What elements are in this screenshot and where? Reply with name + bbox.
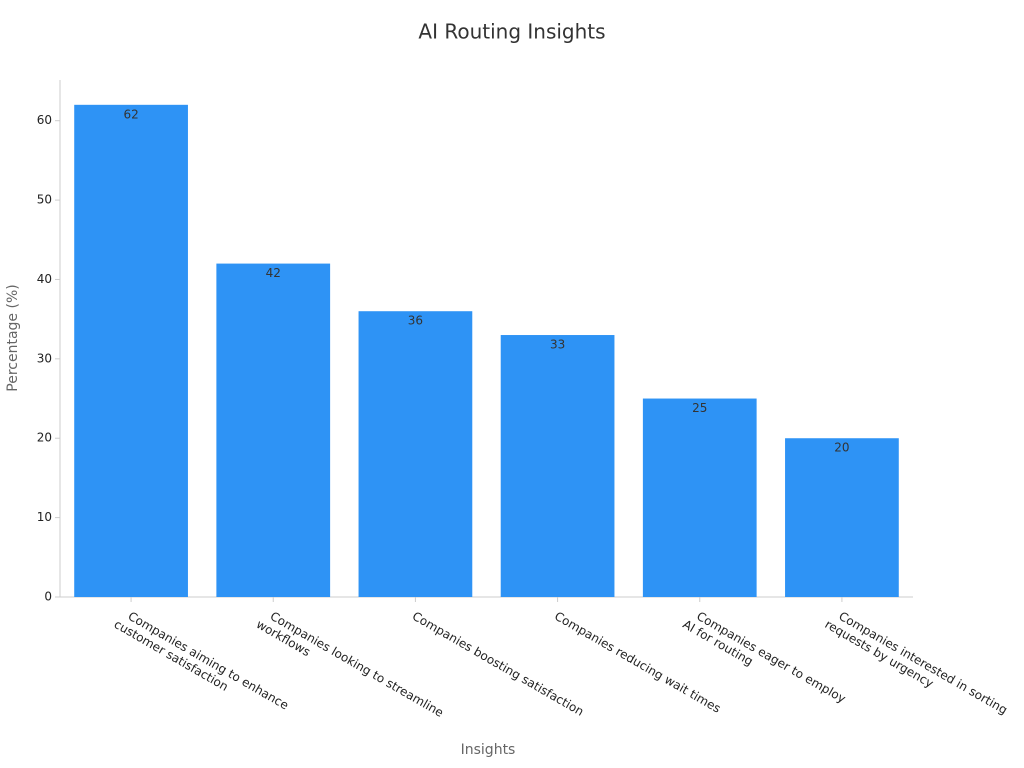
value-label: 33 bbox=[550, 338, 565, 352]
bar bbox=[358, 311, 473, 597]
bar bbox=[500, 335, 615, 597]
y-tick-label: 10 bbox=[37, 510, 52, 524]
y-tick-label: 20 bbox=[37, 431, 52, 445]
bar bbox=[216, 263, 331, 597]
y-tick-label: 40 bbox=[37, 272, 52, 286]
value-label: 62 bbox=[123, 107, 138, 121]
y-tick-label: 30 bbox=[37, 351, 52, 365]
y-tick-label: 0 bbox=[44, 590, 52, 604]
x-tick-label: Companies interested in sortingrequests … bbox=[823, 605, 1010, 729]
bar bbox=[785, 438, 899, 597]
bar bbox=[642, 398, 757, 597]
bar bbox=[74, 104, 188, 598]
chart-title: AI Routing Insights bbox=[418, 20, 605, 44]
value-label: 36 bbox=[408, 314, 423, 328]
y-tick-label: 60 bbox=[37, 113, 52, 127]
x-axis-label: Insights bbox=[461, 742, 516, 758]
value-label: 42 bbox=[266, 266, 281, 280]
y-tick-label: 50 bbox=[37, 193, 52, 207]
value-label: 25 bbox=[692, 401, 707, 415]
y-axis-label: Percentage (%) bbox=[5, 284, 21, 391]
value-label: 20 bbox=[834, 441, 849, 455]
